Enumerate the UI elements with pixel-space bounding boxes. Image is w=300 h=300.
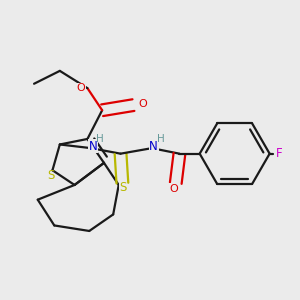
- Text: H: H: [96, 134, 104, 144]
- Text: O: O: [169, 184, 178, 194]
- Text: O: O: [77, 83, 85, 93]
- Text: S: S: [119, 182, 127, 194]
- Text: N: N: [88, 140, 97, 153]
- Text: S: S: [47, 169, 54, 182]
- Text: O: O: [138, 99, 147, 110]
- Text: N: N: [149, 140, 158, 153]
- Text: H: H: [157, 134, 165, 144]
- Text: F: F: [276, 147, 283, 160]
